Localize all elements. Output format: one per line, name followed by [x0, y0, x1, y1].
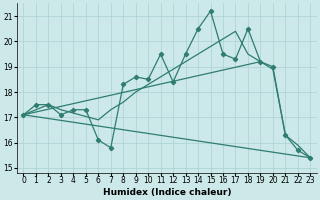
X-axis label: Humidex (Indice chaleur): Humidex (Indice chaleur): [103, 188, 231, 197]
